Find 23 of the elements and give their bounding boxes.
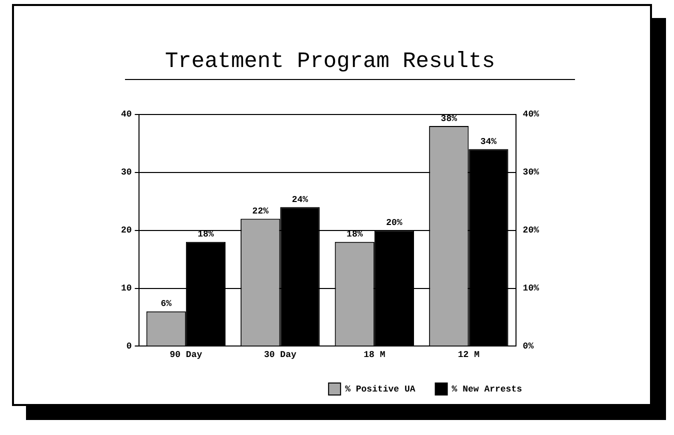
y2-tick-label: 20%: [522, 226, 540, 236]
data-label: 20%: [386, 218, 403, 228]
data-label: 24%: [292, 194, 309, 205]
y-tick-label: 30: [120, 168, 132, 178]
y2-tick-label: 30%: [522, 168, 540, 178]
y-tick-label: 40: [120, 110, 132, 120]
legend-label: % Positive UA: [345, 384, 416, 394]
y2-tick-label: 10%: [522, 284, 540, 294]
y2-tick-label: 40%: [522, 110, 540, 120]
y2-tick-label: 0%: [522, 341, 534, 352]
data-label: 34%: [480, 136, 498, 147]
y-tick-label: 0: [126, 341, 132, 352]
x-tick-label: 90 Day: [170, 350, 203, 360]
y-tick-label: 10: [120, 284, 132, 294]
data-label: 22%: [252, 206, 270, 216]
x-tick-label: 18 M: [364, 350, 386, 360]
legend-label: % New Arrests: [452, 384, 522, 394]
x-tick-label: 12 M: [458, 350, 480, 360]
chart-title: Treatment Program Results: [164, 49, 496, 74]
data-label: 38%: [440, 114, 458, 124]
y-tick-label: 20: [120, 226, 132, 236]
x-tick-label: 30 Day: [264, 350, 297, 360]
data-label: 6%: [160, 299, 172, 310]
